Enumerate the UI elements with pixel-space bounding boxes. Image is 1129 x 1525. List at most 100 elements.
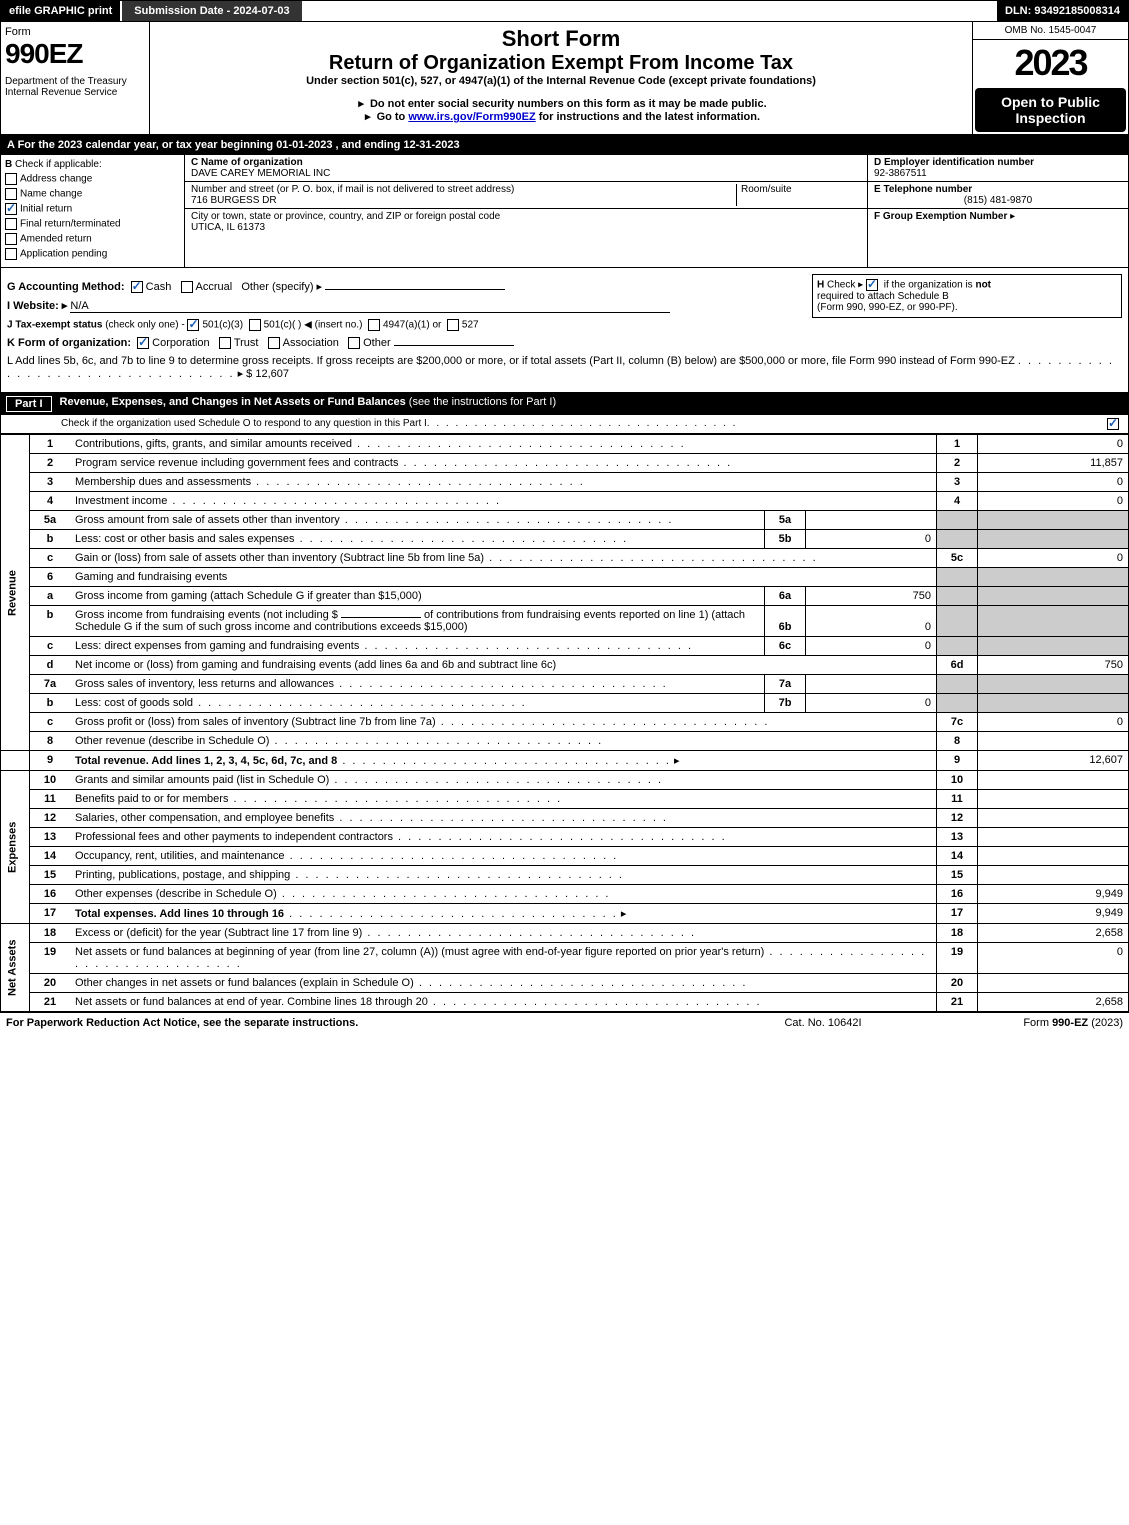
table-row: 16 Other expenses (describe in Schedule … [1,885,1129,904]
trust-label: Trust [234,337,259,349]
org-name-key: C Name of organization [191,157,303,168]
submission-date: Submission Date - 2024-07-03 [120,1,303,21]
table-row: 11 Benefits paid to or for members 11 [1,790,1129,809]
table-row: Expenses 10 Grants and similar amounts p… [1,771,1129,790]
goto-post: for instructions and the latest informat… [539,111,760,123]
l-text: L Add lines 5b, 6c, and 7b to line 9 to … [7,355,1015,367]
ein-key: D Employer identification number [874,157,1034,168]
dln-label: DLN: 93492185008314 [997,1,1128,21]
corp-label: Corporation [152,337,209,349]
l-gross-receipts: L Add lines 5b, 6c, and 7b to line 9 to … [7,355,1122,380]
h-text1: Check ▸ [827,280,863,291]
4947-label: 4947(a)(1) or [383,320,441,331]
501c3-label: 501(c)(3) [202,320,243,331]
form-ref: Form 990-EZ (2023) [923,1017,1123,1029]
short-form-title: Short Form [154,26,968,52]
ein-value: 92-3867511 [874,168,927,179]
k-form-of-org: K Form of organization: Corporation Trus… [7,337,1122,349]
open-public-badge: Open to Public Inspection [975,88,1126,132]
ssn-warning: Do not enter social security numbers on … [154,97,968,110]
table-row: Net Assets 18 Excess or (deficit) for th… [1,924,1129,943]
arrow-icon [362,111,374,123]
table-row: 20 Other changes in net assets or fund b… [1,974,1129,993]
address-change-checkbox[interactable]: Address change [5,173,180,185]
cash-checkbox[interactable] [131,281,143,293]
table-row: 7a Gross sales of inventory, less return… [1,675,1129,694]
assoc-label: Association [283,337,339,349]
h-label: H [817,280,824,291]
trust-checkbox[interactable] [219,337,231,349]
final-return-checkbox[interactable]: Final return/terminated [5,218,180,230]
amended-return-checkbox[interactable]: Amended return [5,233,180,245]
h-checkbox[interactable] [866,279,878,291]
table-row: b Less: cost or other basis and sales ex… [1,530,1129,549]
table-row: 8 Other revenue (describe in Schedule O)… [1,732,1129,751]
under-section: Under section 501(c), 527, or 4947(a)(1)… [154,75,968,87]
page-footer: For Paperwork Reduction Act Notice, see … [0,1012,1129,1033]
table-row: 12 Salaries, other compensation, and emp… [1,809,1129,828]
schedule-o-checkbox[interactable] [1107,418,1119,430]
header-left: Form 990EZ Department of the Treasury In… [1,22,150,134]
table-row: d Net income or (loss) from gaming and f… [1,656,1129,675]
header-right: OMB No. 1545-0047 2023 Open to Public In… [972,22,1128,134]
corporation-checkbox[interactable] [137,337,149,349]
part-1-tag: Part I [6,396,52,412]
accrual-label: Accrual [196,281,233,293]
table-row: b Gross income from fundraising events (… [1,606,1129,637]
table-row: b Less: cost of goods sold 7b 0 [1,694,1129,713]
group-key: F Group Exemption Number [874,211,1007,222]
arrow-icon: ▸ [1010,211,1015,222]
website-value: N/A [70,300,670,313]
j-hint: (check only one) - [105,320,184,331]
topbar-spacer [304,1,997,21]
part-1-title: Revenue, Expenses, and Changes in Net As… [60,396,557,412]
table-row: 15 Printing, publications, postage, and … [1,866,1129,885]
other-org-line [394,345,514,346]
form-number: 990EZ [5,38,145,70]
501c-checkbox[interactable] [249,319,261,331]
irs-label: Internal Revenue Service [5,87,145,98]
arrow-icon [355,98,367,110]
tax-year: 2023 [973,40,1128,86]
city-value: UTICA, IL 61373 [191,222,265,233]
ssn-text: Do not enter social security numbers on … [370,98,767,110]
irs-link[interactable]: www.irs.gov/Form990EZ [408,111,535,123]
527-checkbox[interactable] [447,319,459,331]
fundraising-amount-blank [341,617,421,618]
form-word: Form [5,26,145,38]
table-row: a Gross income from gaming (attach Sched… [1,587,1129,606]
part-1-sub: Check if the organization used Schedule … [0,415,1129,434]
omb-number: OMB No. 1545-0047 [973,22,1128,40]
table-row: 17 Total expenses. Add lines 10 through … [1,904,1129,924]
j-tax-exempt-status: J Tax-exempt status (check only one) - 5… [7,319,1122,331]
phone-key: E Telephone number [874,184,972,195]
room-key: Room/suite [741,184,792,195]
table-row: 2 Program service revenue including gove… [1,454,1129,473]
j-label: J Tax-exempt status [7,320,102,331]
part-1-header: Part I Revenue, Expenses, and Changes in… [0,393,1129,415]
table-row: 13 Professional fees and other payments … [1,828,1129,847]
table-row: Revenue 1 Contributions, gifts, grants, … [1,435,1129,454]
table-row: 4 Investment income 4 0 [1,492,1129,511]
l-amount: $ 12,607 [246,368,289,380]
4947-checkbox[interactable] [368,319,380,331]
ein-row: D Employer identification number 92-3867… [868,155,1128,182]
dept-label: Department of the Treasury [5,76,145,87]
col-b-checkboxes: B Check if applicable: Address change Na… [1,155,185,267]
efile-label[interactable]: efile GRAPHIC print [1,1,120,21]
cash-label: Cash [146,281,172,293]
other-org-label: Other [363,337,391,349]
phone-row: E Telephone number (815) 481-9870 [868,182,1128,209]
other-org-checkbox[interactable] [348,337,360,349]
association-checkbox[interactable] [268,337,280,349]
accrual-checkbox[interactable] [181,281,193,293]
h-not: not [975,280,991,291]
k-label: K Form of organization: [7,337,131,349]
h-text4: (Form 990, 990-EZ, or 990-PF). [817,302,958,313]
501c3-checkbox[interactable] [187,319,199,331]
name-change-checkbox[interactable]: Name change [5,188,180,200]
application-pending-checkbox[interactable]: Application pending [5,248,180,260]
b-check-text: Check if applicable: [15,159,102,170]
initial-return-checkbox[interactable]: Initial return [5,203,180,215]
street-value: 716 BURGESS DR [191,195,277,206]
